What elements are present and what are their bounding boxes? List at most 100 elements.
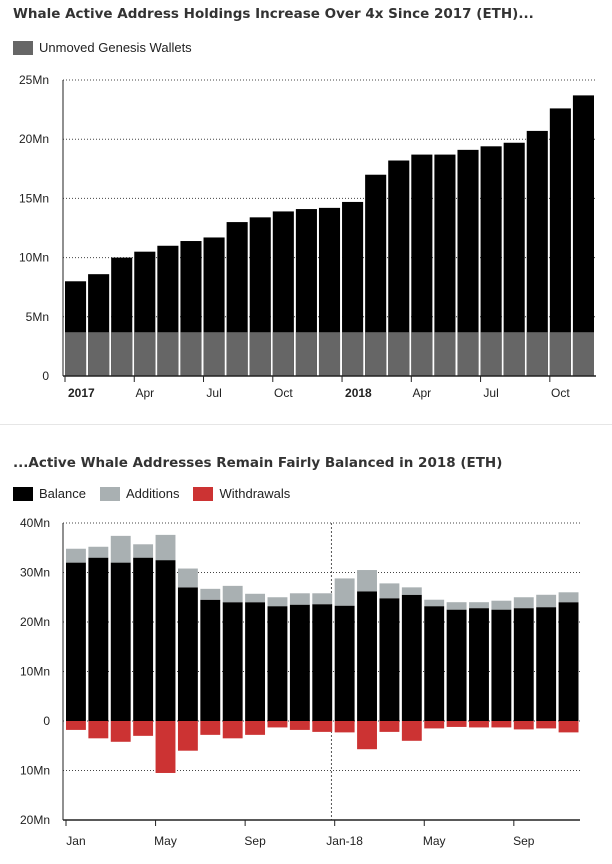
genesis-bar-13: [365, 332, 387, 376]
additions-bar-2: [110, 535, 131, 563]
section-divider: [0, 424, 612, 425]
legend-item-balance: Balance: [13, 486, 86, 501]
x-tick-label: Oct: [551, 386, 570, 400]
balance-bar-1: [88, 557, 109, 721]
genesis-bar-10: [295, 332, 317, 376]
balance-bar-16: [424, 606, 445, 721]
chart-1-plot: 0 5Mn 10Mn 15Mn 20Mn 25Mn 2017 Apr Jul Oct 2018 Apr…: [19, 73, 596, 400]
legend-swatch-balance: [13, 486, 33, 501]
balance-bar-6: [200, 599, 221, 721]
withdrawals-bar-13: [357, 721, 377, 750]
chart-2-legend: Balance Additions Withdrawals: [13, 486, 304, 501]
x-tick-label: 2018: [345, 386, 372, 400]
genesis-bar-5: [180, 332, 202, 376]
additions-bar-10: [289, 593, 310, 605]
additions-bar-11: [312, 593, 333, 605]
additions-bar-14: [379, 583, 400, 599]
genesis-bar-9: [272, 332, 294, 376]
additions-bar-17: [446, 602, 467, 610]
y-tick-label: 5Mn: [26, 310, 49, 324]
additions-bar-4: [155, 534, 176, 561]
additions-bar-5: [177, 568, 198, 588]
additions-bar-1: [88, 546, 109, 558]
x-tick-label: Oct: [274, 386, 293, 400]
balance-bar-18: [469, 608, 489, 721]
bar-16: [434, 154, 456, 376]
withdrawals-bar-10: [289, 721, 310, 730]
genesis-bar-4: [157, 332, 179, 376]
genesis-bar-2: [111, 332, 133, 376]
balance-bar-9: [267, 606, 288, 721]
balance-bar-15: [401, 594, 422, 721]
x-tick-label: Sep: [244, 834, 266, 848]
genesis-bar-12: [342, 332, 364, 376]
bar-15: [411, 154, 433, 376]
withdrawals-bar-19: [491, 721, 512, 728]
legend-label-withdrawals: Withdrawals: [219, 486, 291, 501]
chart-2-title: ...Active Whale Addresses Remain Fairly …: [13, 455, 503, 471]
withdrawals-bar-4: [155, 721, 176, 773]
additions-bar-0: [66, 548, 86, 563]
bar-14: [388, 160, 410, 376]
balance-bar-14: [379, 598, 400, 721]
legend-swatch-withdrawals: [193, 486, 214, 501]
balance-bar-22: [558, 602, 579, 721]
x-tick-label: 2017: [68, 386, 95, 400]
bar-17: [457, 149, 479, 376]
balance-bar-17: [446, 609, 467, 721]
bar-20: [526, 130, 548, 376]
withdrawals-bar-21: [536, 721, 557, 729]
additions-bar-22: [558, 592, 579, 603]
genesis-bar-17: [457, 332, 479, 376]
balance-bar-5: [177, 587, 198, 721]
x-tick-label: Apr: [413, 386, 432, 400]
balance-bar-21: [536, 607, 557, 721]
chart-1-legend: Unmoved Genesis Wallets: [13, 40, 206, 55]
bar-18: [480, 146, 502, 376]
balance-bar-11: [312, 604, 333, 721]
x-tick-label: Jul: [206, 386, 221, 400]
x-tick-label: Jan: [66, 834, 85, 848]
balance-bar-12: [334, 605, 355, 721]
x-tick-label: Jan-18: [326, 834, 363, 848]
withdrawals-bar-16: [424, 721, 445, 729]
y-tick-label: 10Mn: [20, 764, 50, 778]
y-tick-label: 10Mn: [20, 665, 50, 679]
genesis-bar-22: [572, 332, 594, 376]
balance-bar-8: [245, 602, 266, 721]
balance-bar-3: [133, 557, 154, 721]
additions-bar-15: [401, 587, 422, 595]
genesis-bar-11: [318, 332, 341, 376]
genesis-bar-1: [88, 332, 110, 376]
balance-bar-19: [491, 609, 512, 721]
withdrawals-bar-0: [66, 721, 86, 730]
y-tick-label: 0: [42, 369, 49, 383]
chart-1-title: Whale Active Address Holdings Increase O…: [13, 6, 534, 22]
withdrawals-bar-6: [200, 721, 221, 735]
genesis-bar-18: [480, 332, 502, 376]
balance-bar-2: [110, 562, 131, 721]
genesis-bar-16: [434, 332, 456, 376]
withdrawals-bar-5: [177, 721, 198, 751]
balance-bar-10: [289, 604, 310, 721]
legend-swatch-additions: [99, 486, 120, 501]
y-tick-label: 40Mn: [20, 516, 50, 530]
withdrawals-bar-15: [401, 721, 422, 741]
genesis-bar-6: [203, 332, 225, 376]
withdrawals-bar-18: [469, 721, 489, 728]
genesis-bar-8: [249, 332, 271, 376]
genesis-bar-19: [503, 332, 525, 376]
additions-bar-21: [536, 594, 557, 608]
withdrawals-bar-20: [513, 721, 534, 730]
y-tick-label: 20Mn: [20, 813, 50, 827]
genesis-bar-20: [526, 332, 548, 376]
withdrawals-bar-17: [446, 721, 467, 727]
withdrawals-bar-12: [334, 721, 355, 733]
balance-bar-7: [222, 602, 243, 721]
additions-bar-16: [424, 599, 445, 607]
additions-bar-3: [133, 544, 154, 558]
x-tick-label: May: [154, 834, 177, 848]
x-tick-label: Sep: [513, 834, 535, 848]
additions-bar-7: [222, 585, 243, 603]
